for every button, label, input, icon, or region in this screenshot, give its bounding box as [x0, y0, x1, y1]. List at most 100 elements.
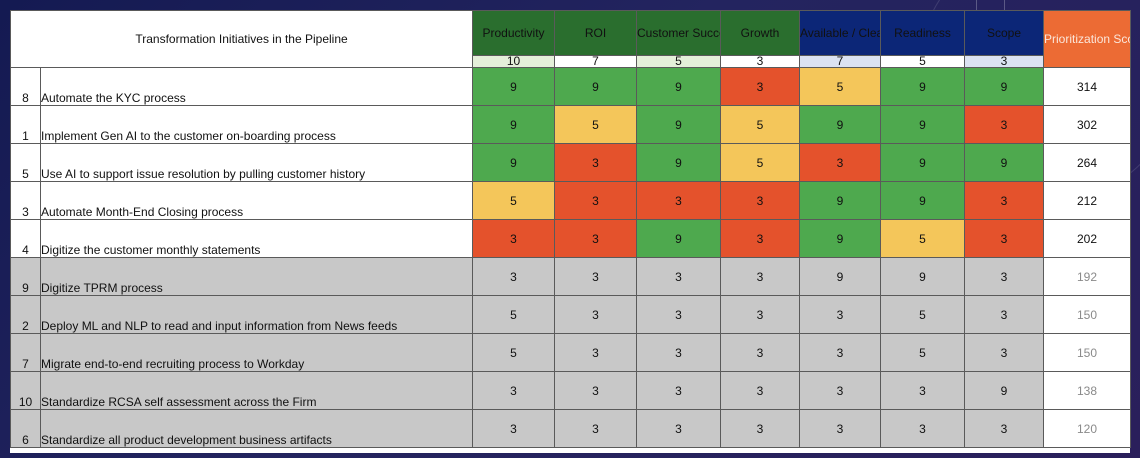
initiative-name: Digitize TPRM process — [39, 257, 474, 296]
rating-cell: 9 — [880, 105, 966, 144]
rating-cell: 9 — [880, 143, 966, 182]
rating-cell: 3 — [636, 333, 722, 372]
prioritization-score: 302 — [1043, 105, 1132, 144]
rating-cell: 5 — [880, 219, 966, 258]
criterion-weight: 5 — [880, 55, 966, 68]
criterion-header: Growth — [720, 10, 801, 56]
rating-cell: 3 — [720, 371, 801, 410]
rating-cell: 3 — [472, 409, 556, 448]
prioritization-score: 212 — [1043, 181, 1132, 220]
rating-cell: 5 — [472, 333, 556, 372]
criterion-weight: 10 — [472, 55, 556, 68]
table-body: Transformation Initiatives in the Pipeli… — [9, 10, 1132, 448]
rating-cell: 9 — [636, 105, 722, 144]
initiative-row: 9 Digitize TPRM process 3 3 3 3 9 9 3 192 — [10, 257, 1132, 296]
rating-cell: 3 — [554, 143, 638, 182]
rating-cell: 3 — [799, 333, 882, 372]
rating-cell: 9 — [472, 143, 556, 182]
initiative-row: 6 Standardize all product development bus… — [10, 409, 1132, 448]
rating-cell: 3 — [964, 295, 1045, 334]
criterion-header: Available / Clean Data — [799, 10, 882, 56]
rating-cell: 9 — [880, 181, 966, 220]
rating-cell: 3 — [720, 67, 801, 106]
rating-cell: 9 — [554, 67, 638, 106]
rating-cell: 5 — [554, 105, 638, 144]
rating-cell: 3 — [554, 371, 638, 410]
initiative-number: 7 — [10, 333, 41, 372]
rating-cell: 3 — [799, 371, 882, 410]
criterion-header: Scope — [964, 10, 1045, 56]
rating-cell: 3 — [554, 409, 638, 448]
initiative-name: Standardize RCSA self assessment across … — [39, 371, 474, 410]
rating-cell: 3 — [554, 219, 638, 258]
initiative-name: Standardize all product development busi… — [39, 409, 474, 448]
rating-cell: 5 — [880, 295, 966, 334]
initiative-row: 8 Automate the KYC process 9 9 9 3 5 9 9 314 — [10, 67, 1132, 106]
rating-cell: 3 — [636, 295, 722, 334]
prioritization-score: 264 — [1043, 143, 1132, 182]
rating-cell: 9 — [799, 181, 882, 220]
initiative-number: 2 — [10, 295, 41, 334]
rating-cell: 9 — [880, 67, 966, 106]
rating-cell: 3 — [964, 105, 1045, 144]
initiative-number: 10 — [10, 371, 41, 410]
criterion-header: Customer Success — [636, 10, 722, 56]
rating-cell: 3 — [636, 371, 722, 410]
criterion-weight: 7 — [554, 55, 638, 68]
initiative-number: 4 — [10, 219, 41, 258]
rating-cell: 9 — [636, 219, 722, 258]
initiative-number: 6 — [10, 409, 41, 448]
rating-cell: 9 — [964, 143, 1045, 182]
initiative-row: 10 Standardize RCSA self assessment acros… — [10, 371, 1132, 410]
rating-cell: 3 — [799, 295, 882, 334]
rating-cell: 9 — [964, 371, 1045, 410]
prioritization-score: 120 — [1043, 409, 1132, 448]
rating-cell: 3 — [964, 409, 1045, 448]
criterion-weight: 3 — [720, 55, 801, 68]
prioritization-score: 202 — [1043, 219, 1132, 258]
rating-cell: 5 — [472, 181, 556, 220]
rating-cell: 9 — [799, 105, 882, 144]
rating-cell: 5 — [720, 143, 801, 182]
criterion-header: Readiness — [880, 10, 966, 56]
rating-cell: 3 — [720, 181, 801, 220]
prioritization-score: 192 — [1043, 257, 1132, 296]
rating-cell: 9 — [472, 105, 556, 144]
rating-cell: 9 — [799, 219, 882, 258]
initiative-row: 1 Implement Gen AI to the customer on-boa… — [10, 105, 1132, 144]
rating-cell: 3 — [636, 181, 722, 220]
initiative-number: 8 — [10, 67, 41, 106]
rating-cell: 3 — [472, 257, 556, 296]
initiative-name: Migrate end-to-end recruiting process to… — [39, 333, 474, 372]
initiative-name: Automate the KYC process — [39, 67, 474, 106]
initiative-row: 2 Deploy ML and NLP to read and input inf… — [10, 295, 1132, 334]
table-title: Transformation Initiatives in the Pipeli… — [9, 10, 474, 68]
rating-cell: 9 — [472, 67, 556, 106]
initiative-name: Digitize the customer monthly statements — [39, 219, 474, 258]
initiative-name: Deploy ML and NLP to read and input info… — [39, 295, 474, 334]
initiative-row: 4 Digitize the customer monthly statement… — [10, 219, 1132, 258]
initiative-name: Automate Month-End Closing process — [39, 181, 474, 220]
prioritization-table: Transformation Initiatives in the Pipeli… — [9, 10, 1132, 448]
initiative-name: Implement Gen AI to the customer on-boar… — [39, 105, 474, 144]
initiative-number: 5 — [10, 143, 41, 182]
criterion-weight: 7 — [799, 55, 882, 68]
rating-cell: 3 — [636, 257, 722, 296]
prioritization-score: 150 — [1043, 333, 1132, 372]
rating-cell: 3 — [720, 295, 801, 334]
rating-cell: 3 — [554, 333, 638, 372]
prioritization-score: 138 — [1043, 371, 1132, 410]
rating-cell: 3 — [964, 219, 1045, 258]
rating-cell: 3 — [964, 257, 1045, 296]
initiative-row: 5 Use AI to support issue resolution by p… — [10, 143, 1132, 182]
rating-cell: 3 — [880, 409, 966, 448]
rating-cell: 3 — [964, 181, 1045, 220]
initiative-number: 9 — [10, 257, 41, 296]
rating-cell: 3 — [472, 219, 556, 258]
criterion-header: Productivity — [472, 10, 556, 56]
rating-cell: 5 — [880, 333, 966, 372]
rating-cell: 3 — [799, 409, 882, 448]
rating-cell: 3 — [799, 143, 882, 182]
rating-cell: 9 — [964, 67, 1045, 106]
rating-cell: 5 — [472, 295, 556, 334]
